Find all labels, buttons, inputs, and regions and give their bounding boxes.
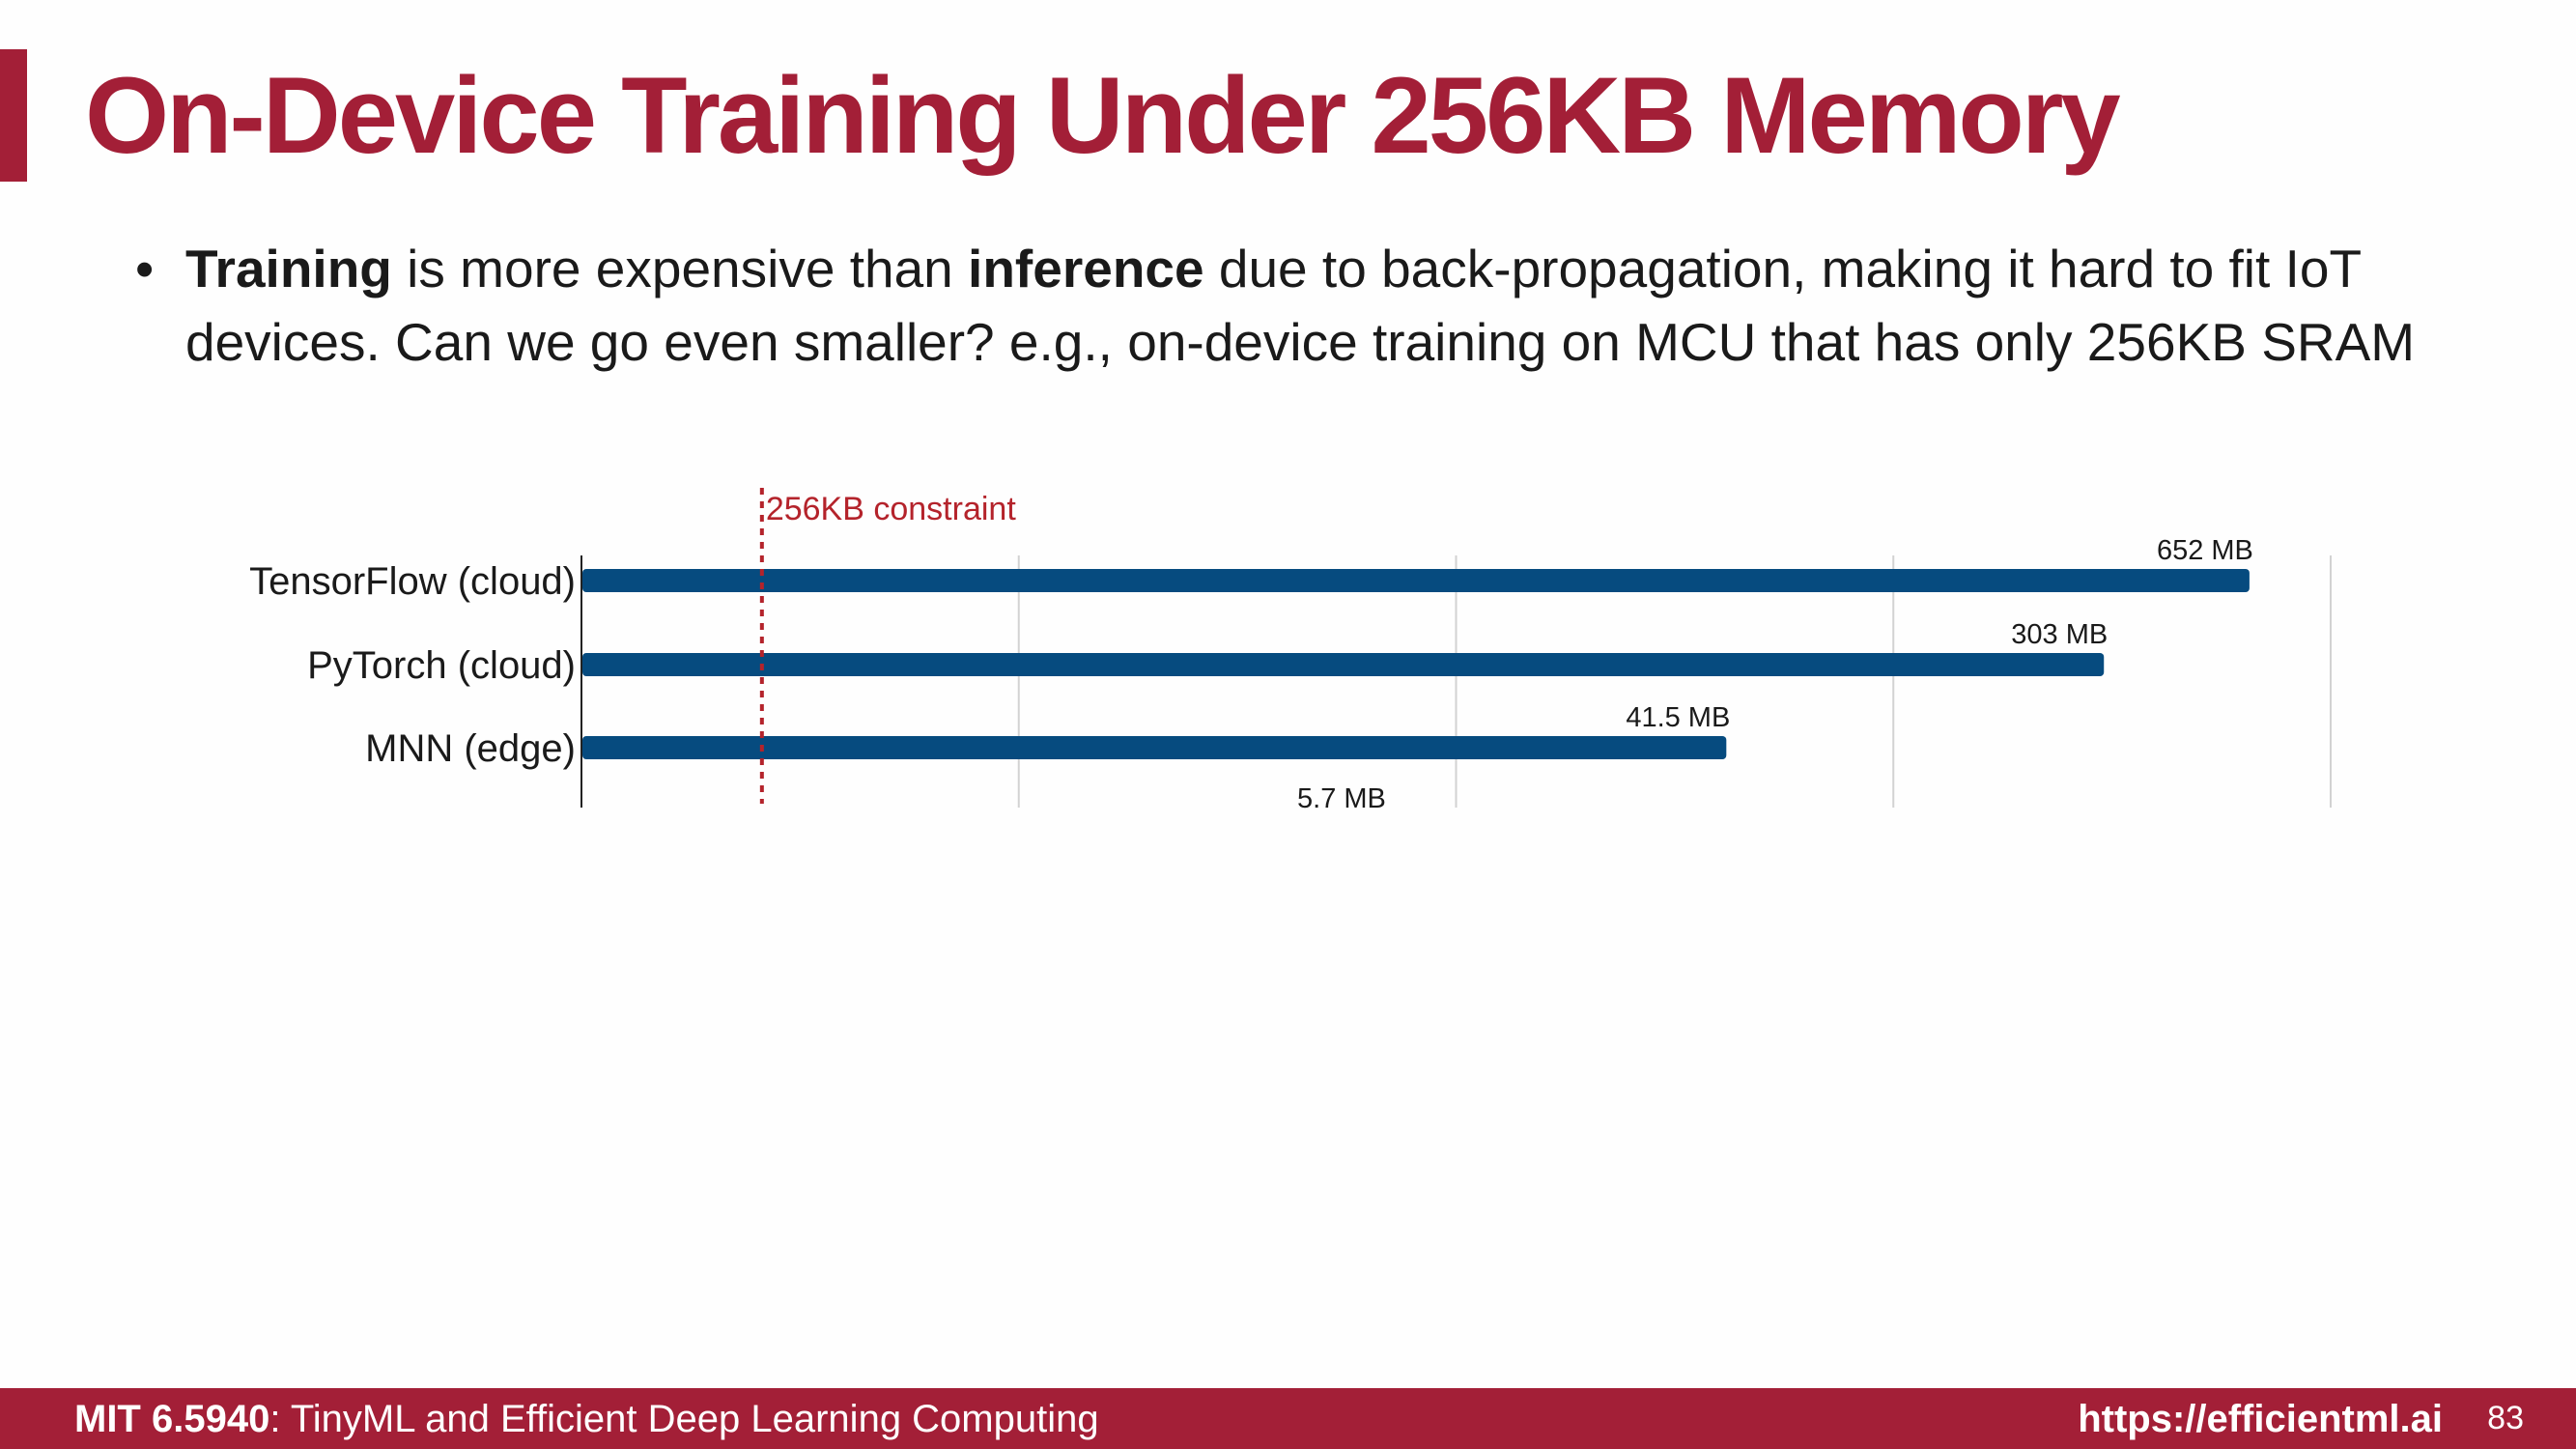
bullet-text-part-2: is more expensive than (391, 239, 969, 298)
bullet-bold-training: Training (185, 239, 392, 298)
bullet-dot: • (135, 239, 155, 298)
bar-1 (582, 569, 2250, 592)
constraint-label: 256KB constraint (766, 491, 1016, 527)
value-label-5-7mb: 5.7 MB (1297, 783, 1386, 814)
category-label: MNN (edge) (365, 727, 576, 770)
footer-course-name: : TinyML and Efficient Deep Learning Com… (269, 1398, 1099, 1440)
value-label: 303 MB (2011, 619, 2108, 650)
footer-bar: MIT 6.5940: TinyML and Efficient Deep Le… (0, 1388, 2576, 1449)
page-number: 83 (2487, 1400, 2524, 1436)
footer-course: MIT 6.5940: TinyML and Efficient Deep Le… (74, 1398, 1099, 1441)
bullet-bold-inference: inference (968, 239, 1204, 298)
value-label: 41.5 MB (1626, 702, 1730, 733)
memory-bar-chart: TensorFlow (cloud) 652 MB PyTorch (cloud) 3… (249, 488, 2332, 814)
category-label: TensorFlow (cloud) (249, 560, 576, 603)
bullet-text: Training is more expensive than inferenc… (185, 232, 2531, 379)
footer-course-code: MIT 6.5940 (74, 1398, 270, 1440)
bullet-point: • Training is more expensive than infere… (135, 232, 2531, 379)
category-label: PyTorch (cloud) (307, 644, 576, 687)
bullet-text-part-4: due to back-propagation, making it hard … (185, 239, 2416, 372)
bar-3 (582, 736, 1727, 759)
slide-title: On-Device Training Under 256KB Memory (85, 55, 2121, 176)
value-label: 652 MB (2157, 535, 2253, 566)
title-accent-bar (0, 49, 27, 182)
bar-2 (582, 653, 2105, 676)
footer-url[interactable]: https://efficientml.ai (2078, 1398, 2443, 1440)
